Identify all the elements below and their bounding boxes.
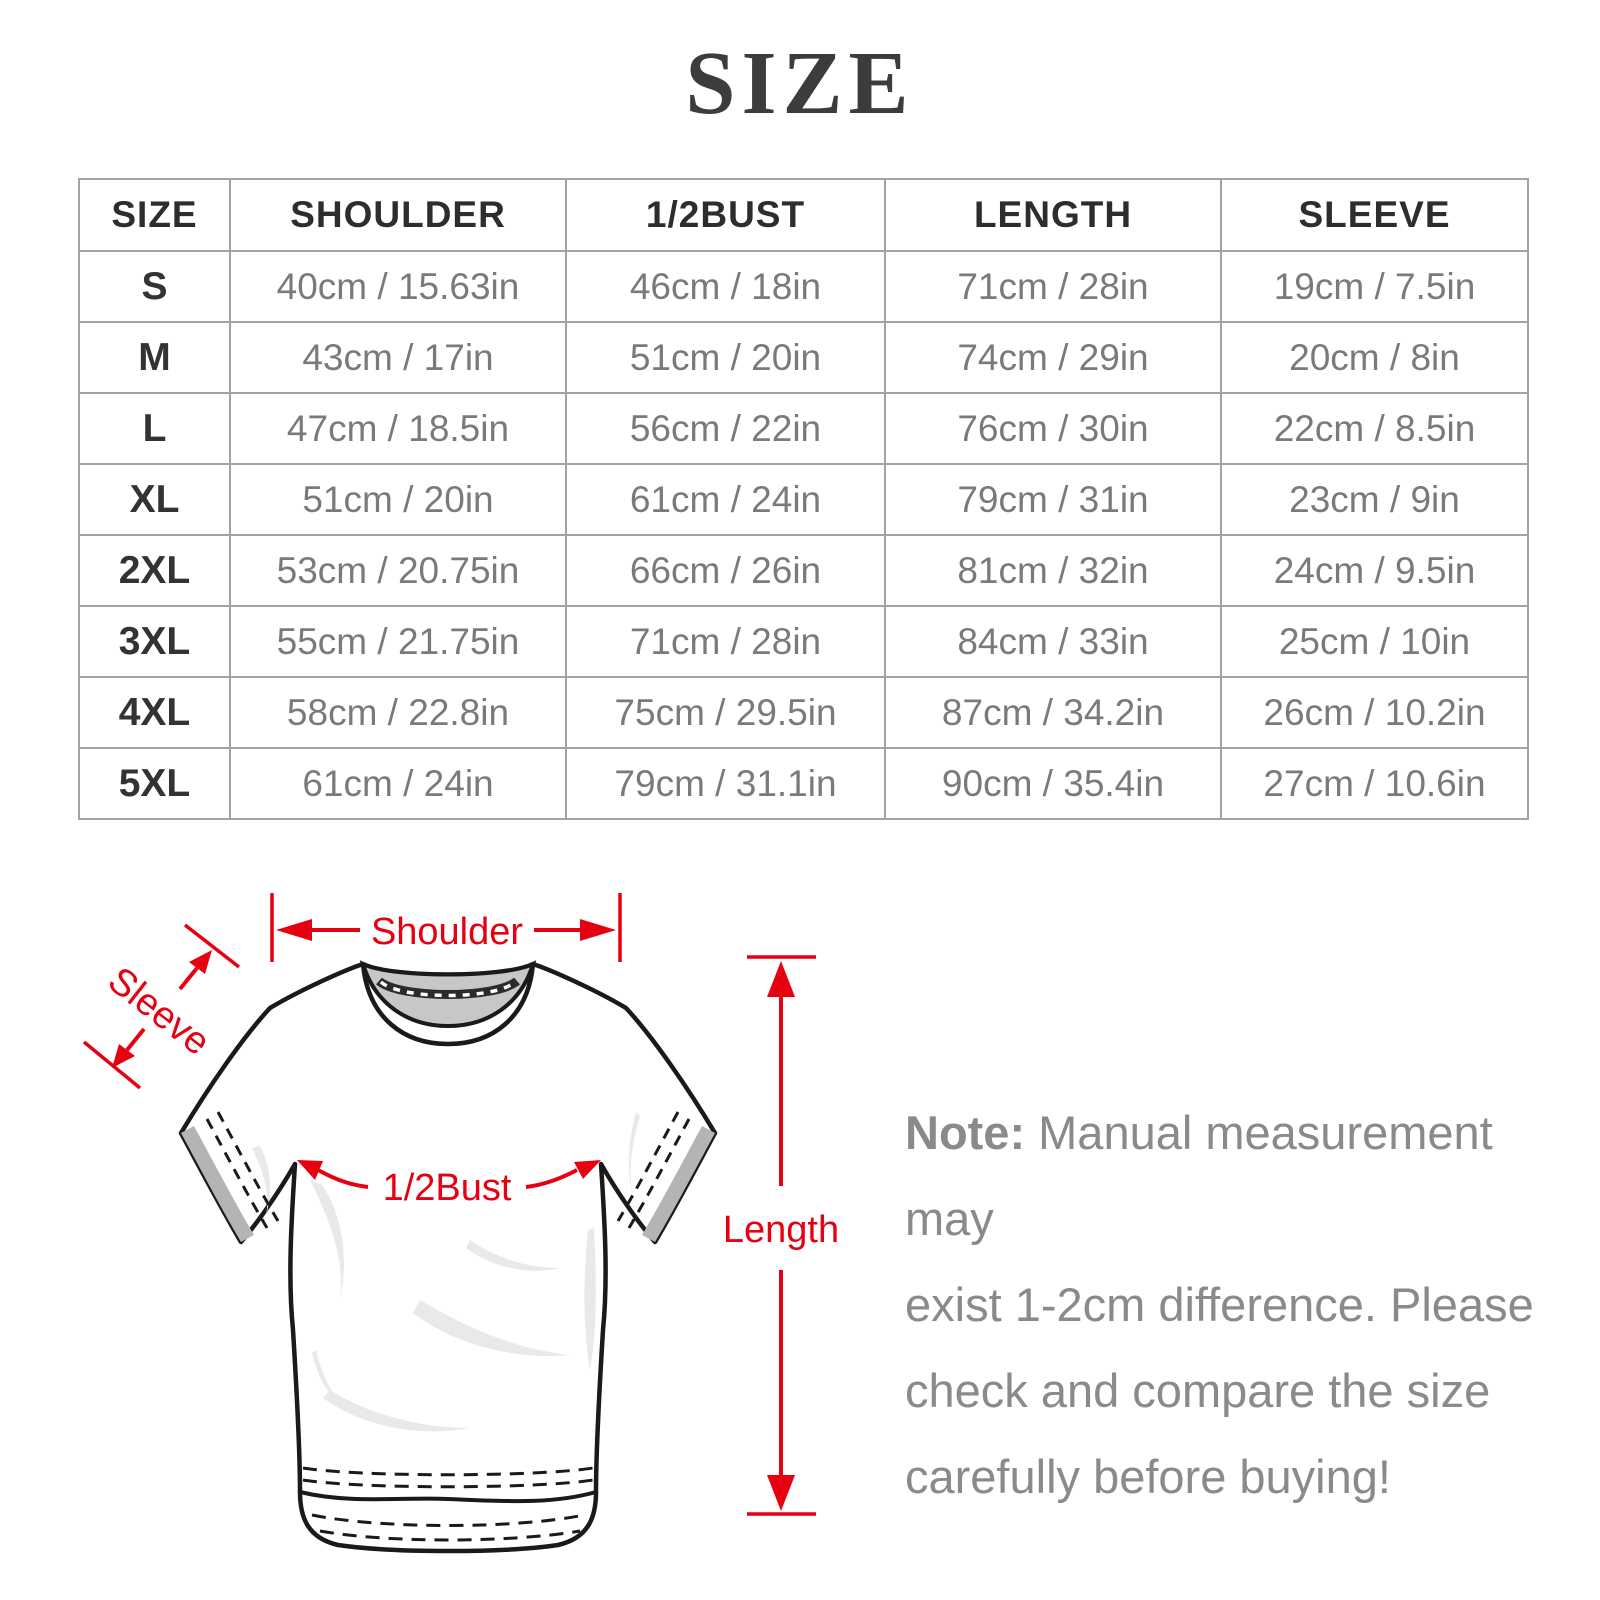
length-measure: Length xyxy=(723,955,839,1516)
sleeve-value-cell: 23cm / 9in xyxy=(1220,463,1529,536)
hem-stitch-fold-1 xyxy=(311,1513,585,1527)
right-cuff-stitch-1 xyxy=(627,1118,691,1229)
bust-value-cell: 56cm / 22in xyxy=(565,392,886,465)
bust-value-cell: 75cm / 29.5in xyxy=(565,676,886,749)
shoulder-value-cell: 53cm / 20.75in xyxy=(229,534,567,607)
size-label-cell: 3XL xyxy=(78,605,231,678)
size-label-cell: M xyxy=(78,321,231,394)
left-cuff-stitch-1 xyxy=(205,1118,269,1229)
hem-stitch-fold-2 xyxy=(319,1529,581,1542)
length-value-cell: 81cm / 32in xyxy=(884,534,1222,607)
header-bust: 1/2BUST xyxy=(565,178,886,252)
left-cuff-inner xyxy=(181,1126,254,1242)
note-label: Note: xyxy=(905,1106,1026,1159)
header-size: SIZE xyxy=(78,178,231,252)
measurement-note: Note: Manual measurement may exist 1-2cm… xyxy=(905,1090,1550,1520)
length-label: Length xyxy=(723,1209,839,1251)
shoulder-measure: Shoulder xyxy=(270,893,622,962)
size-label-cell: 2XL xyxy=(78,534,231,607)
table-row: 3XL 55cm / 21.75in 71cm / 28in 84cm / 33… xyxy=(78,605,1529,678)
bust-value-cell: 46cm / 18in xyxy=(565,250,886,323)
shoulder-value-cell: 61cm / 24in xyxy=(229,747,567,820)
bust-value-cell: 61cm / 24in xyxy=(565,463,886,536)
sleeve-value-cell: 25cm / 10in xyxy=(1220,605,1529,678)
sleeve-value-cell: 22cm / 8.5in xyxy=(1220,392,1529,465)
size-label-cell: 5XL xyxy=(78,747,231,820)
hem-fold-edge xyxy=(299,1490,597,1504)
length-value-cell: 79cm / 31in xyxy=(884,463,1222,536)
length-value-cell: 90cm / 35.4in xyxy=(884,747,1222,820)
table-row: 5XL 61cm / 24in 79cm / 31.1in 90cm / 35.… xyxy=(78,747,1529,820)
hem-stitch-upper-1 xyxy=(302,1466,594,1477)
bust-value-cell: 51cm / 20in xyxy=(565,321,886,394)
wrinkle-shading xyxy=(252,1112,640,1432)
sleeve-label: Sleeve xyxy=(100,959,217,1064)
shoulder-value-cell: 51cm / 20in xyxy=(229,463,567,536)
sleeve-value-cell: 19cm / 7.5in xyxy=(1220,250,1529,323)
size-table: SIZE SHOULDER 1/2BUST LENGTH SLEEVE S 40… xyxy=(78,178,1529,820)
right-cuff-inner xyxy=(642,1126,715,1242)
note-line: Note: Manual measurement may xyxy=(905,1106,1493,1245)
table-header-row: SIZE SHOULDER 1/2BUST LENGTH SLEEVE xyxy=(78,178,1529,252)
note-line: exist 1-2cm difference. Please xyxy=(905,1278,1534,1331)
left-cuff-stitch-2 xyxy=(216,1111,280,1222)
shoulder-value-cell: 58cm / 22.8in xyxy=(229,676,567,749)
header-sleeve: SLEEVE xyxy=(1220,178,1529,252)
tshirt-illustration xyxy=(178,960,718,1554)
bust-label: 1/2Bust xyxy=(383,1167,512,1209)
tshirt-body-outline xyxy=(178,961,718,1554)
size-label-cell: XL xyxy=(78,463,231,536)
hem-stitch-upper-2 xyxy=(302,1478,594,1489)
table-row: 4XL 58cm / 22.8in 75cm / 29.5in 87cm / 3… xyxy=(78,676,1529,749)
note-line: check and compare the size xyxy=(905,1364,1491,1417)
size-label-cell: 4XL xyxy=(78,676,231,749)
length-value-cell: 84cm / 33in xyxy=(884,605,1222,678)
right-cuff-stitch-2 xyxy=(616,1111,680,1222)
note-line: carefully before buying! xyxy=(905,1450,1391,1503)
shoulder-value-cell: 43cm / 17in xyxy=(229,321,567,394)
length-value-cell: 74cm / 29in xyxy=(884,321,1222,394)
sleeve-value-cell: 26cm / 10.2in xyxy=(1220,676,1529,749)
bust-value-cell: 71cm / 28in xyxy=(565,605,886,678)
table-row: 2XL 53cm / 20.75in 66cm / 26in 81cm / 32… xyxy=(78,534,1529,607)
header-shoulder: SHOULDER xyxy=(229,178,567,252)
length-value-cell: 87cm / 34.2in xyxy=(884,676,1222,749)
collar-stitch-chain xyxy=(379,980,517,998)
table-row: L 47cm / 18.5in 56cm / 22in 76cm / 30in … xyxy=(78,392,1529,465)
shoulder-label: Shoulder xyxy=(371,911,523,953)
page-title: SIZE xyxy=(685,34,915,133)
sleeve-value-cell: 20cm / 8in xyxy=(1220,321,1529,394)
bust-value-cell: 79cm / 31.1in xyxy=(565,747,886,820)
header-length: LENGTH xyxy=(884,178,1222,252)
shoulder-value-cell: 40cm / 15.63in xyxy=(229,250,567,323)
table-row: S 40cm / 15.63in 46cm / 18in 71cm / 28in… xyxy=(78,250,1529,323)
length-value-cell: 76cm / 30in xyxy=(884,392,1222,465)
collar-outer-edge xyxy=(360,963,536,1047)
sleeve-value-cell: 24cm / 9.5in xyxy=(1220,534,1529,607)
table-row: M 43cm / 17in 51cm / 20in 74cm / 29in 20… xyxy=(78,321,1529,394)
tshirt-measurement-diagram: Shoulder Sleeve 1/2Bust xyxy=(82,893,839,1554)
bust-measure: 1/2Bust xyxy=(297,1160,601,1209)
shoulder-value-cell: 55cm / 21.75in xyxy=(229,605,567,678)
measurement-annotations: Shoulder Sleeve 1/2Bust xyxy=(82,893,839,1516)
size-label-cell: L xyxy=(78,392,231,465)
shoulder-value-cell: 47cm / 18.5in xyxy=(229,392,567,465)
bust-value-cell: 66cm / 26in xyxy=(565,534,886,607)
sleeve-measure: Sleeve xyxy=(82,923,241,1090)
size-label-cell: S xyxy=(78,250,231,323)
sleeve-value-cell: 27cm / 10.6in xyxy=(1220,747,1529,820)
length-value-cell: 71cm / 28in xyxy=(884,250,1222,323)
table-row: XL 51cm / 20in 61cm / 24in 79cm / 31in 2… xyxy=(78,463,1529,536)
